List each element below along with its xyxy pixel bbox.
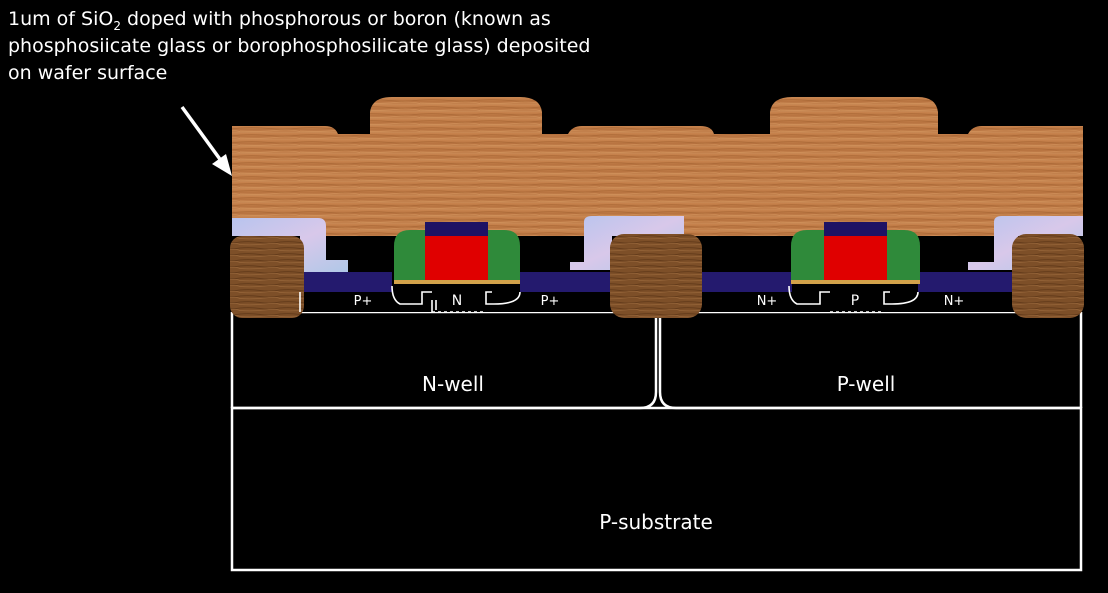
annotation-arrow <box>180 105 232 176</box>
pmos-gate-cap <box>425 222 488 236</box>
n-well-boundary <box>232 318 658 410</box>
glass-layer <box>232 97 1083 236</box>
pmos-gate-poly <box>425 236 488 280</box>
silicide-pmos-drain <box>520 272 612 292</box>
pmos-gate-oxide <box>394 280 520 284</box>
annotation-text: 1um of SiO2 doped with phosphorous or bo… <box>8 8 591 84</box>
label-nmos-source: N+ <box>757 294 778 309</box>
silicide-pmos-source <box>300 272 392 292</box>
p-substrate-region <box>230 406 1083 572</box>
nmos-gate-poly <box>824 236 887 280</box>
field-oxide-center <box>610 234 702 318</box>
pmos-junctions <box>299 285 521 313</box>
label-p-well: P-well <box>837 372 896 396</box>
liner-left <box>232 218 348 272</box>
liner-center <box>570 216 684 270</box>
label-pmos-channel: N <box>452 293 462 309</box>
label-nmos-drain: N+ <box>944 294 965 309</box>
label-p-substrate: P-substrate <box>599 510 713 534</box>
p-well-boundary <box>658 318 1081 410</box>
nmos-gate-cap <box>824 222 887 236</box>
nmos-gate-oxide <box>791 280 920 284</box>
silicide-nmos-drain <box>918 272 1016 292</box>
label-pmos-drain: P+ <box>541 294 560 309</box>
field-oxide-right <box>1012 234 1084 318</box>
nmos-junctions <box>788 285 919 313</box>
label-nmos-channel: P <box>851 293 859 309</box>
label-n-well: N-well <box>422 372 484 396</box>
liner-right <box>968 216 1083 270</box>
label-pmos-source: P+ <box>354 294 373 309</box>
silicide-nmos-source <box>700 272 792 292</box>
field-oxide-left <box>230 236 304 318</box>
